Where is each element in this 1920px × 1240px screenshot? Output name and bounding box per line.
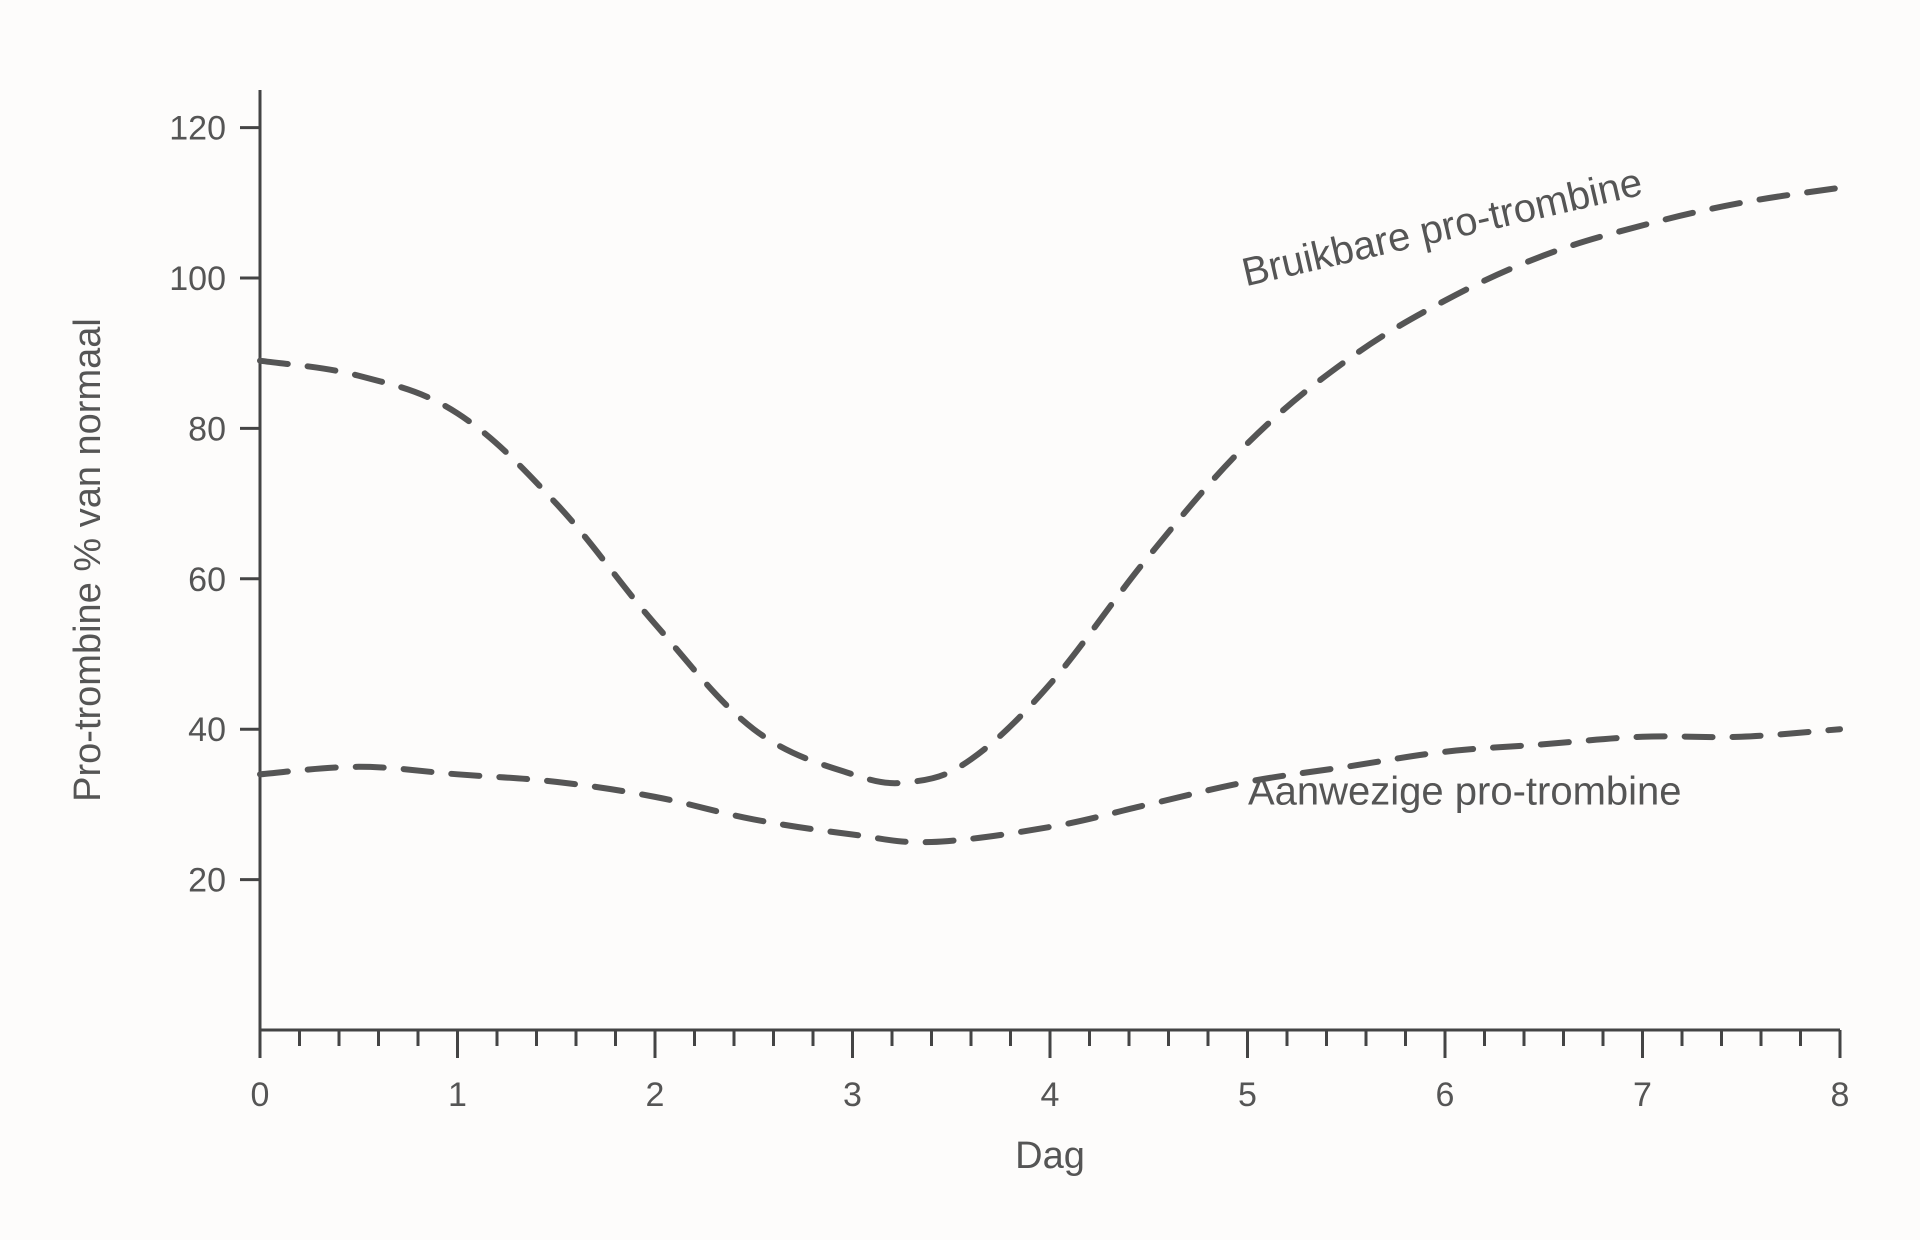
y-tick-label: 80 (188, 410, 226, 448)
y-tick-label: 60 (188, 561, 226, 599)
x-tick-label: 2 (646, 1076, 665, 1114)
x-tick-label: 4 (1041, 1076, 1060, 1114)
y-tick-label: 100 (169, 260, 226, 298)
y-tick-label: 120 (169, 110, 226, 148)
y-axis-label: Pro-trombine % van normaal (67, 318, 109, 802)
x-tick-label: 7 (1633, 1076, 1652, 1114)
prothrombin-chart: 20 40 60 80 100 120 0 1 2 3 4 5 6 7 8 Dag Pro-trombine %… (0, 0, 1920, 1240)
x-tick-label: 6 (1436, 1076, 1455, 1114)
series-label-1: Aanwezige pro-trombine (1248, 769, 1682, 813)
x-tick-label: 3 (843, 1076, 862, 1114)
y-tick-label: 20 (188, 862, 226, 900)
x-tick-label: 0 (251, 1076, 270, 1114)
x-axis-label: Dag (1015, 1135, 1085, 1177)
x-tick-label: 1 (448, 1076, 467, 1114)
x-tick-label: 5 (1238, 1076, 1257, 1114)
chart-svg: 20 40 60 80 100 120 0 1 2 3 4 5 6 7 8 Dag Pro-trombine %… (0, 0, 1920, 1240)
x-tick-label: 8 (1831, 1076, 1850, 1114)
y-tick-label: 40 (188, 711, 226, 749)
